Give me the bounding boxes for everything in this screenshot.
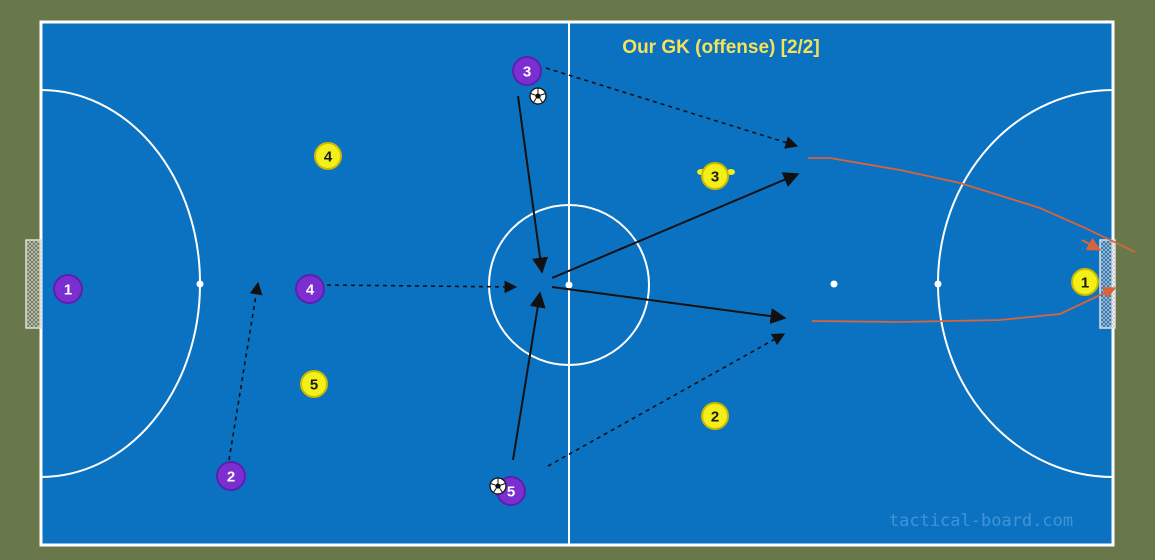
soccer-ball-icon[interactable] bbox=[529, 87, 547, 105]
goal-net-icon bbox=[25, 239, 42, 329]
pitch-surface bbox=[39, 20, 1115, 547]
run-arrow-purple-5 bbox=[547, 333, 786, 467]
goalkeeper-run-line-upper bbox=[808, 157, 1136, 253]
player-purple-1[interactable]: 1 bbox=[53, 274, 83, 304]
goalkeeper-run-line-lower bbox=[811, 287, 1117, 323]
run-arrow-purple-3 bbox=[545, 67, 799, 149]
player-number: 2 bbox=[711, 409, 719, 426]
center-spot bbox=[565, 281, 573, 289]
player-number: 5 bbox=[507, 484, 515, 501]
player-number: 3 bbox=[711, 169, 719, 186]
player-purple-4[interactable]: 4 bbox=[295, 274, 325, 304]
player-number: 1 bbox=[1081, 275, 1089, 292]
player-yellow-3[interactable]: 3 bbox=[697, 162, 735, 190]
pass-arrow-center-to-upper bbox=[551, 172, 800, 279]
player-number: 2 bbox=[227, 469, 235, 486]
player-yellow-1[interactable]: 1 bbox=[1071, 268, 1099, 296]
goal-net-icon bbox=[1099, 239, 1116, 329]
pass-arrow-3-to-center bbox=[517, 95, 548, 274]
penalty-spot-right bbox=[934, 280, 942, 288]
second-penalty-mark-right bbox=[830, 280, 838, 288]
player-purple-3[interactable]: 3 bbox=[512, 56, 542, 86]
watermark: tactical-board.com bbox=[889, 511, 1073, 531]
pass-arrow-center-to-lower bbox=[551, 286, 787, 325]
run-arrow-purple-2 bbox=[228, 281, 263, 461]
player-yellow-2[interactable]: 2 bbox=[701, 402, 729, 430]
goalkeeper-run-arrow bbox=[1081, 237, 1102, 251]
player-number: 3 bbox=[523, 64, 531, 81]
player-yellow-4[interactable]: 4 bbox=[314, 142, 342, 170]
player-purple-2[interactable]: 2 bbox=[216, 461, 246, 491]
player-yellow-5[interactable]: 5 bbox=[300, 370, 328, 398]
soccer-ball-icon[interactable] bbox=[489, 477, 507, 495]
player-number: 4 bbox=[324, 149, 333, 166]
pass-arrow-5-to-center bbox=[512, 291, 546, 461]
player-number: 5 bbox=[310, 377, 318, 394]
diagram-title: Our GK (offense) [2/2] bbox=[622, 37, 819, 58]
center-circle bbox=[488, 204, 650, 366]
penalty-spot-left bbox=[196, 280, 204, 288]
player-number: 1 bbox=[64, 282, 72, 299]
player-number: 4 bbox=[306, 282, 315, 299]
